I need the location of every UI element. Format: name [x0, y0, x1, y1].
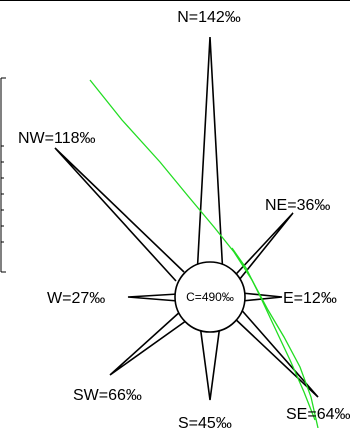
green-route-line-2 [231, 247, 316, 421]
label-ne: NE=36‰ [265, 197, 330, 214]
ray-se [230, 305, 319, 398]
green-route-line [89, 79, 319, 428]
ray-w [127, 293, 179, 302]
wind-rose-rays [54, 36, 319, 401]
left-scale-bar [0, 77, 6, 273]
label-s: S=45‰ [178, 415, 232, 428]
ray-s [199, 324, 221, 401]
label-e: E=12‰ [283, 290, 337, 307]
ray-e [241, 292, 283, 302]
center-circle [174, 261, 246, 333]
ray-n [196, 36, 224, 277]
label-w: W=27‰ [47, 290, 105, 307]
ray-sw [109, 309, 191, 376]
label-se: SE=64‰ [286, 406, 350, 423]
ray-ne [224, 212, 294, 291]
label-n: N=142‰ [177, 9, 241, 26]
center-label: C=490‰ [186, 290, 234, 304]
ray-nw [54, 147, 185, 282]
label-nw: NW=118‰ [18, 130, 96, 147]
label-sw: SW=66‰ [73, 387, 142, 404]
